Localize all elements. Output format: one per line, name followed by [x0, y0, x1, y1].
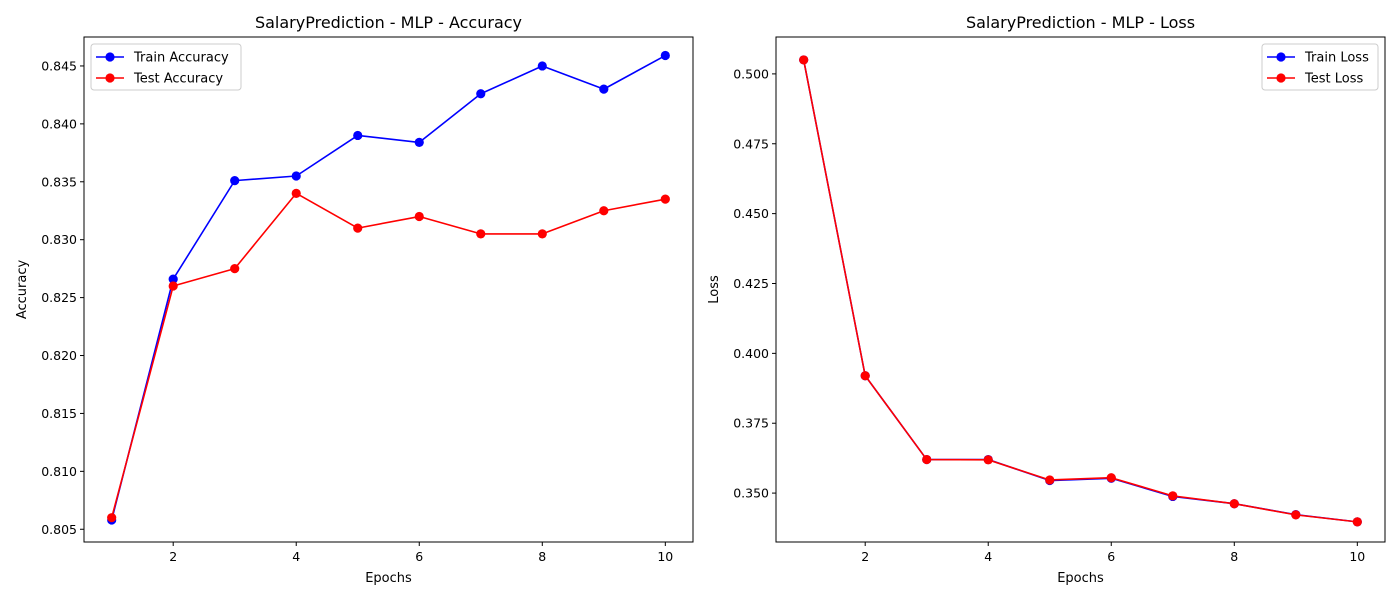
- data-point: [168, 281, 178, 291]
- legend-label: Test Accuracy: [133, 72, 223, 87]
- loss-chart: SalaryPrediction - MLP - Loss 2 4 6 8 10 0.350…: [707, 13, 1386, 586]
- data-point: [1352, 517, 1362, 527]
- legend-label: Test Loss: [1304, 72, 1363, 87]
- x-tick-label: 6: [1107, 549, 1115, 564]
- series-line: [802, 59, 1358, 523]
- y-tick-label: 0.825: [41, 290, 77, 305]
- accuracy-x-axis-label: Epochs: [365, 571, 412, 586]
- data-point: [1229, 499, 1239, 509]
- legend-box: [90, 43, 242, 91]
- data-point: [599, 206, 609, 216]
- y-tick-label: 0.450: [733, 206, 769, 221]
- y-tick-label: 0.810: [41, 464, 77, 479]
- x-tick-label: 6: [415, 549, 423, 564]
- data-point: [291, 171, 301, 181]
- data-point: [599, 84, 609, 94]
- loss-plot-frame: [775, 36, 1386, 543]
- series-train-accuracy: [107, 50, 670, 525]
- data-point: [414, 211, 424, 222]
- legend-label: Train Accuracy: [133, 51, 229, 66]
- data-point: [291, 188, 301, 198]
- x-tick-label: 10: [657, 549, 673, 564]
- data-point: [660, 194, 670, 204]
- data-point: [476, 229, 486, 239]
- legend-marker: [1276, 52, 1286, 62]
- data-point: [922, 454, 932, 465]
- accuracy-plot-frame: [83, 36, 694, 543]
- data-point: [1106, 473, 1116, 483]
- data-point: [983, 455, 993, 465]
- data-point: [537, 61, 547, 71]
- series-line: [802, 59, 1358, 523]
- series-line: [110, 54, 666, 521]
- y-tick-label: 0.425: [733, 276, 769, 291]
- accuracy-legend: Train Accuracy Test Accuracy: [90, 43, 242, 91]
- data-point: [230, 176, 240, 186]
- loss-legend: Train Loss Test Loss: [1261, 43, 1379, 91]
- series-line: [110, 192, 666, 518]
- x-tick-label: 4: [984, 549, 992, 564]
- y-tick-label: 0.835: [41, 174, 77, 189]
- data-point: [1168, 491, 1178, 501]
- data-point: [1291, 510, 1301, 520]
- y-tick-label: 0.500: [733, 66, 769, 81]
- data-point: [1045, 475, 1055, 485]
- legend-marker: [105, 52, 115, 62]
- loss-y-axis-label: Loss: [707, 275, 722, 304]
- y-tick-label: 0.805: [41, 522, 77, 537]
- loss-x-axis-label: Epochs: [1057, 571, 1104, 586]
- series-train-loss: [799, 55, 1362, 527]
- loss-chart-title: SalaryPrediction - MLP - Loss: [966, 13, 1195, 32]
- data-point: [107, 513, 117, 523]
- y-tick-label: 0.475: [733, 136, 769, 151]
- legend-marker: [1276, 73, 1286, 83]
- series-test-accuracy: [107, 188, 670, 523]
- data-point: [353, 130, 363, 141]
- x-tick-label: 8: [538, 549, 546, 564]
- accuracy-chart: SalaryPrediction - MLP - Accuracy 2 4 6 8 10 0…: [15, 13, 694, 586]
- data-point: [414, 137, 424, 148]
- series-test-loss: [799, 55, 1362, 527]
- legend-marker: [105, 73, 115, 83]
- accuracy-chart-title: SalaryPrediction - MLP - Accuracy: [255, 13, 522, 32]
- y-tick-label: 0.840: [41, 116, 77, 131]
- y-tick-label: 0.815: [41, 406, 77, 421]
- data-point: [230, 264, 240, 274]
- accuracy-y-axis-label: Accuracy: [15, 260, 30, 320]
- y-tick-label: 0.400: [733, 346, 769, 361]
- y-tick-label: 0.820: [41, 348, 77, 363]
- y-tick-label: 0.830: [41, 232, 77, 247]
- data-point: [168, 274, 178, 284]
- legend-label: Train Loss: [1304, 51, 1369, 66]
- data-point: [860, 371, 870, 381]
- y-tick-label: 0.375: [733, 416, 769, 431]
- y-tick-label: 0.350: [733, 486, 769, 501]
- data-point: [353, 223, 363, 233]
- data-point: [660, 50, 670, 61]
- x-tick-label: 8: [1230, 549, 1238, 564]
- x-tick-label: 2: [169, 549, 177, 564]
- data-point: [476, 89, 486, 99]
- x-tick-label: 2: [861, 549, 869, 564]
- x-tick-label: 4: [292, 549, 300, 564]
- x-tick-label: 10: [1349, 549, 1365, 564]
- data-point: [799, 55, 809, 65]
- data-point: [537, 229, 547, 239]
- y-tick-label: 0.845: [41, 58, 77, 73]
